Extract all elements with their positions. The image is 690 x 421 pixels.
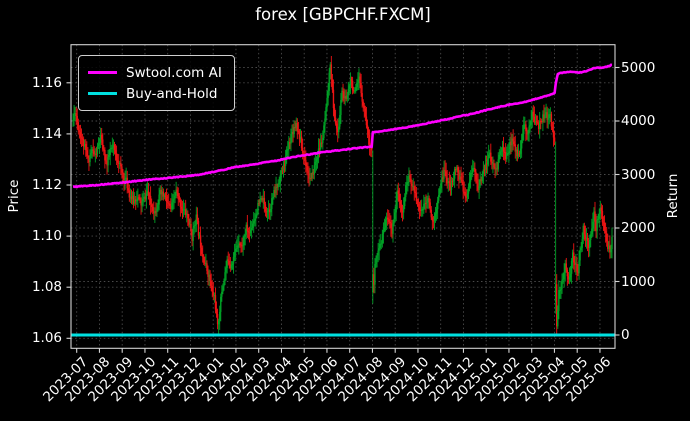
y-right-tick-4000: 4000 bbox=[621, 113, 656, 129]
chart-title: forex [GBPCHF.FXCM] bbox=[255, 5, 431, 24]
y-left-tick-1.12: 1.12 bbox=[31, 177, 62, 193]
y-left-tick-1.14: 1.14 bbox=[31, 125, 62, 142]
y-right-tick-2000: 2000 bbox=[621, 220, 656, 236]
y-left-tick-1.16: 1.16 bbox=[31, 74, 62, 91]
candlesticks bbox=[72, 56, 613, 336]
y-right-tick-0: 0 bbox=[621, 327, 630, 343]
legend: Swtool.com AI Buy-and-Hold bbox=[78, 55, 235, 111]
y-left-tick-1.06: 1.06 bbox=[31, 330, 62, 347]
buy-hold-swatch bbox=[88, 91, 117, 96]
y-left-tick-1.10: 1.10 bbox=[31, 228, 62, 245]
legend-label-buyhold: Buy-and-Hold bbox=[126, 85, 218, 102]
y-right-tick-3000: 3000 bbox=[621, 166, 656, 183]
tick-marks bbox=[66, 66, 620, 353]
plot-border bbox=[70, 44, 616, 349]
ai-return-line bbox=[72, 63, 613, 189]
legend-item-ai: Swtool.com AI bbox=[88, 62, 222, 83]
y-left-tick-1.08: 1.08 bbox=[31, 279, 62, 296]
y-right-tick-5000: 5000 bbox=[621, 59, 656, 76]
legend-item-buyhold: Buy-and-Hold bbox=[88, 83, 222, 104]
y-axis-label-return: Return bbox=[665, 173, 681, 219]
y-right-tick-1000: 1000 bbox=[621, 273, 656, 290]
ai-line-swatch bbox=[88, 70, 117, 75]
gridlines bbox=[71, 44, 615, 349]
legend-label-ai: Swtool.com AI bbox=[126, 64, 222, 81]
